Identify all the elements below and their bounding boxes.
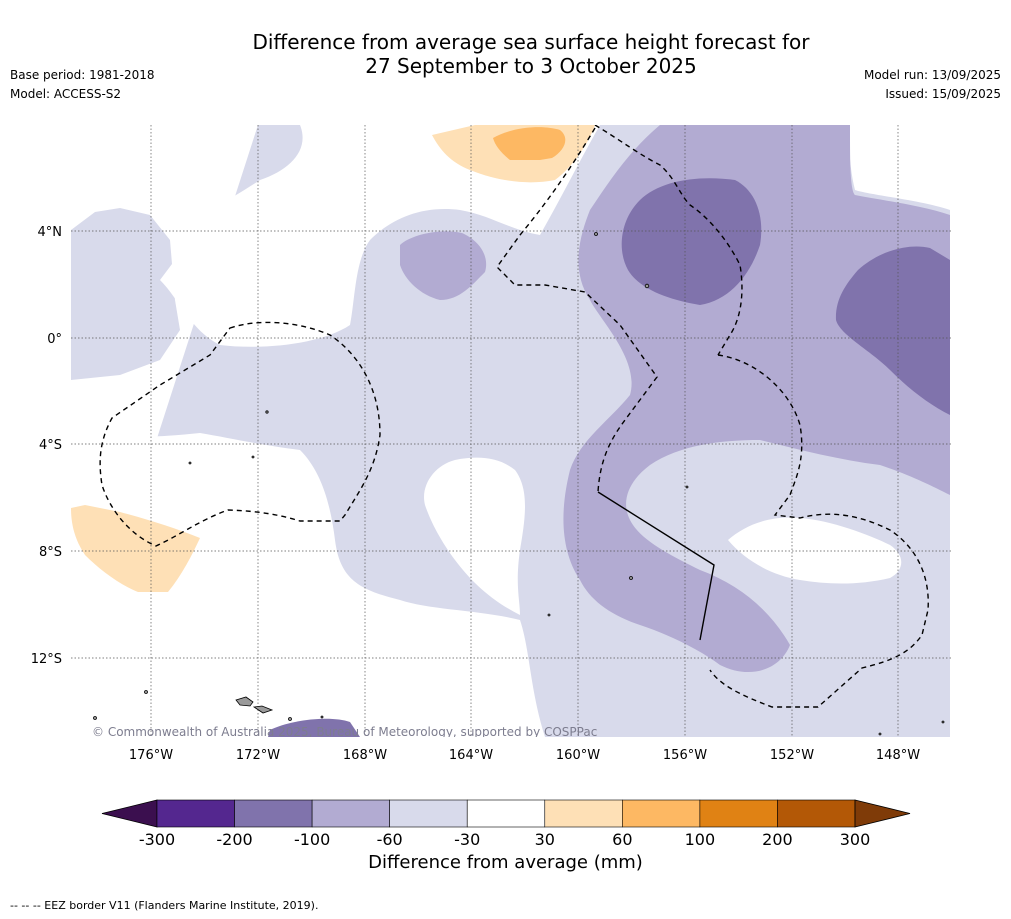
lat-label: 8°S bbox=[39, 545, 62, 560]
copyright-text: © Commonwealth of Australia 2025, Bureau… bbox=[92, 725, 597, 739]
colorbar-extend-low bbox=[101, 799, 158, 828]
base-period-text: Base period: 1981-2018 bbox=[10, 68, 155, 82]
positive-region-west bbox=[71, 505, 200, 592]
longitude-labels: 176°W 172°W 168°W 164°W 160°W 156°W 152°… bbox=[129, 748, 920, 763]
eez-legend-note: -- -- -- EEZ border V11 (Flanders Marine… bbox=[10, 899, 319, 912]
colorbar-tick-label: -200 bbox=[216, 830, 252, 849]
colorbar-tick-label: -300 bbox=[139, 830, 175, 849]
island-dot bbox=[320, 715, 324, 719]
anomaly-region-medium-north bbox=[400, 231, 487, 300]
island-dot bbox=[941, 720, 945, 724]
islands bbox=[93, 232, 945, 736]
island-dot bbox=[265, 410, 269, 414]
island-dot bbox=[547, 613, 551, 617]
map-title: Difference from average sea surface heig… bbox=[0, 30, 1011, 78]
anomaly-region-light-west bbox=[71, 208, 180, 380]
island-dot bbox=[594, 232, 598, 236]
anomaly-region-dark-north bbox=[621, 178, 762, 305]
island-dot bbox=[188, 461, 192, 465]
colorbar-swatch bbox=[234, 799, 313, 828]
island-dot bbox=[251, 455, 255, 459]
colorbar-swatch bbox=[156, 799, 235, 828]
lon-label: 164°W bbox=[449, 748, 493, 763]
island-samoa-east bbox=[252, 705, 274, 714]
base-info: Base period: 1981-2018 Model: ACCESS-S2 bbox=[10, 66, 155, 104]
latitude-labels: 4°N 0° 4°S 8°S 12°S bbox=[31, 225, 62, 667]
lon-label: 160°W bbox=[556, 748, 600, 763]
colorbar-tick-label: 300 bbox=[840, 830, 871, 849]
eez-border-line-islands-north bbox=[594, 125, 743, 356]
colorbar-tick-label: 30 bbox=[535, 830, 555, 849]
neutral-region-west bbox=[71, 425, 545, 737]
lon-label: 148°W bbox=[876, 748, 920, 763]
title-line-1: Difference from average sea surface heig… bbox=[252, 30, 810, 54]
model-run-text: Model run: 13/09/2025 bbox=[863, 68, 1001, 82]
lat-label: 0° bbox=[47, 332, 62, 347]
sea-height-map: © Commonwealth of Australia 2025, Bureau… bbox=[71, 125, 951, 739]
lon-label: 152°W bbox=[770, 748, 814, 763]
island-dot bbox=[288, 717, 292, 721]
neutral-region-center bbox=[424, 457, 525, 615]
model-text: Model: ACCESS-S2 bbox=[10, 87, 122, 101]
island-samoa-west bbox=[235, 696, 254, 707]
colorbar-extend-high bbox=[854, 799, 911, 828]
lon-label: 172°W bbox=[236, 748, 280, 763]
colorbar-swatch bbox=[777, 799, 856, 828]
colorbar-swatch bbox=[311, 799, 390, 828]
anomaly-region-dark-east bbox=[835, 246, 950, 415]
colorbar-tick-label: -100 bbox=[294, 830, 330, 849]
lat-label: 12°S bbox=[31, 652, 62, 667]
colorbar-swatch bbox=[389, 799, 468, 828]
colorbar: -300 -200 -100 -60 -30 30 60 100 200 300 bbox=[101, 799, 911, 849]
title-line-2: 27 September to 3 October 2025 bbox=[365, 54, 697, 78]
island-dot bbox=[629, 576, 633, 580]
island-dot bbox=[878, 732, 882, 736]
colorbar-swatch bbox=[466, 799, 546, 828]
lat-label: 4°S bbox=[39, 438, 62, 453]
colorbar-swatch bbox=[699, 799, 778, 828]
anomaly-region-dark-south bbox=[268, 718, 360, 737]
colorbar-swatch bbox=[622, 799, 701, 828]
island-dot bbox=[685, 485, 689, 489]
eez-borders bbox=[99, 125, 929, 708]
colorbar-tick-label: -60 bbox=[377, 830, 403, 849]
colorbar-tick-label: 100 bbox=[685, 830, 716, 849]
island-dot bbox=[144, 690, 148, 694]
lat-label: 4°N bbox=[38, 225, 63, 240]
neutral-region-north bbox=[160, 125, 600, 347]
boundary-line-solid bbox=[597, 491, 715, 641]
eez-border-line-islands-east bbox=[709, 354, 929, 708]
colorbar-tick-label: -30 bbox=[454, 830, 480, 849]
colorbar-tick-label: 60 bbox=[612, 830, 632, 849]
island-dot bbox=[93, 716, 97, 720]
neutral-region-northeast bbox=[849, 125, 950, 210]
longitude-gridlines bbox=[150, 125, 899, 737]
colorbar-tick-label: 200 bbox=[762, 830, 793, 849]
lon-label: 176°W bbox=[129, 748, 173, 763]
eez-border-line-islands-west bbox=[496, 127, 658, 493]
colorbar-swatch bbox=[544, 799, 623, 828]
eez-border-phoenix bbox=[99, 321, 381, 547]
issued-text: Issued: 15/09/2025 bbox=[885, 87, 1001, 101]
island-dot bbox=[644, 283, 650, 289]
lon-label: 168°W bbox=[343, 748, 387, 763]
positive-region-core bbox=[493, 127, 566, 160]
lon-label: 156°W bbox=[663, 748, 707, 763]
colorbar-label: Difference from average (mm) bbox=[368, 852, 643, 873]
run-info: Model run: 13/09/2025 Issued: 15/09/2025 bbox=[864, 66, 1001, 104]
neutral-region-east bbox=[728, 517, 902, 584]
